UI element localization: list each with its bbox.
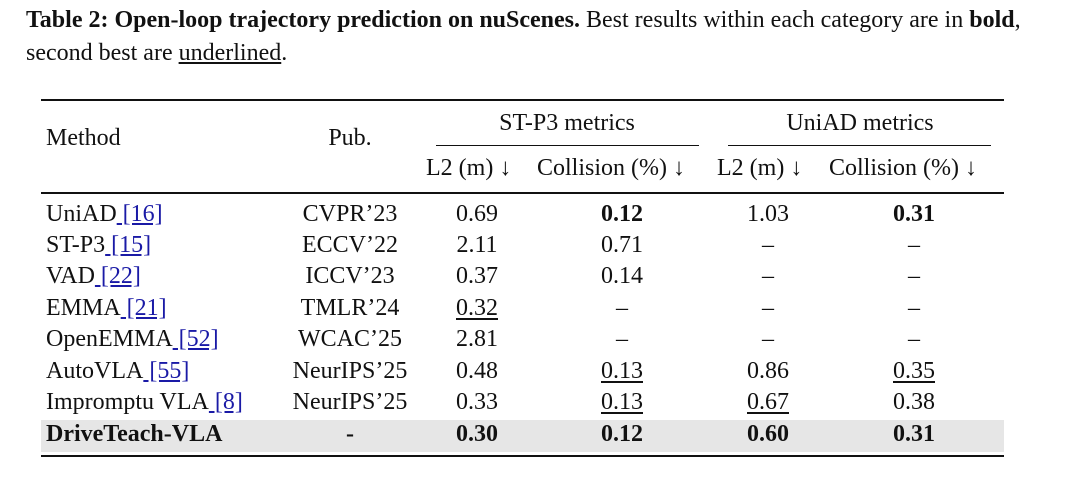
stp3-collision-value: 0.12 <box>601 201 643 227</box>
method-label: EMMA <box>46 295 121 321</box>
pub-venue: - <box>346 421 354 447</box>
uniad-l2-value: – <box>762 295 774 321</box>
table-bottom-rule <box>41 455 1004 457</box>
uniad-l2-value: 0.86 <box>747 358 789 384</box>
method-name: AutoVLA [55] <box>46 356 189 386</box>
caption-text-1: Best results within each category are in <box>580 7 970 33</box>
uniad-l2-value: 0.67 <box>747 389 789 415</box>
citation-link[interactable]: [52] <box>172 326 219 352</box>
method-name: VAD [22] <box>46 261 141 291</box>
method-name: DriveTeach-VLA <box>46 419 222 449</box>
method-label: VAD <box>46 263 95 289</box>
citation-link[interactable]: [15] <box>105 232 152 258</box>
method-label: UniAD <box>46 201 117 227</box>
stp3-collision-value: 0.13 <box>601 358 643 384</box>
method-name: ST-P3 [15] <box>46 230 151 260</box>
method-name: EMMA [21] <box>46 293 167 323</box>
citation-link[interactable]: [55] <box>143 358 190 384</box>
uniad-l2-value: 1.03 <box>747 201 789 227</box>
method-label: ST-P3 <box>46 232 106 258</box>
uniad-group-rule <box>728 145 991 146</box>
caption-bold-word: bold <box>969 7 1015 33</box>
uniad-collision-value: – <box>908 326 920 352</box>
header-uniad-l2: L2 (m) ↓ <box>717 155 803 181</box>
citation-link[interactable]: [8] <box>208 389 243 415</box>
header-pub: Pub. <box>328 125 372 151</box>
method-name: Impromptu VLA [8] <box>46 387 243 417</box>
highlighted-row-background <box>41 420 1004 452</box>
method-label: Impromptu VLA <box>46 389 209 415</box>
stp3-l2-value: 0.32 <box>456 295 498 321</box>
caption-label: Table 2: Open-loop trajectory prediction… <box>26 7 581 33</box>
header-method: Method <box>46 125 121 151</box>
table-top-rule <box>41 99 1004 101</box>
method-label: AutoVLA <box>46 358 144 384</box>
uniad-l2-value: 0.60 <box>747 421 789 447</box>
pub-venue: ICCV’23 <box>305 263 395 289</box>
table-caption: Table 2: Open-loop trajectory prediction… <box>26 4 1036 70</box>
stp3-l2-value: 0.37 <box>456 263 498 289</box>
caption-underlined-word: underlined <box>178 40 282 66</box>
citation-link[interactable]: [22] <box>94 263 141 289</box>
uniad-collision-value: – <box>908 263 920 289</box>
citation-link[interactable]: [21] <box>120 295 167 321</box>
table-header-rule <box>41 192 1004 194</box>
uniad-l2-value: – <box>762 263 774 289</box>
stp3-l2-value: 0.33 <box>456 389 498 415</box>
header-stp3-metrics: ST-P3 metrics <box>499 110 635 136</box>
stp3-group-rule <box>436 145 699 146</box>
header-stp3-l2: L2 (m) ↓ <box>426 155 512 181</box>
stp3-l2-value: 2.11 <box>456 232 498 258</box>
method-label: OpenEMMA <box>46 326 173 352</box>
stp3-l2-value: 0.30 <box>456 421 498 447</box>
pub-venue: CVPR’23 <box>302 201 398 227</box>
stp3-collision-value: – <box>616 295 628 321</box>
uniad-collision-value: – <box>908 232 920 258</box>
method-label: DriveTeach-VLA <box>46 421 223 447</box>
pub-venue: NeurIPS’25 <box>292 389 408 415</box>
pub-venue: WCAC’25 <box>298 326 402 352</box>
stp3-l2-value: 0.48 <box>456 358 498 384</box>
uniad-collision-value: 0.31 <box>893 201 935 227</box>
stp3-collision-value: 0.14 <box>601 263 643 289</box>
header-uniad-metrics: UniAD metrics <box>786 110 934 136</box>
method-name: UniAD [16] <box>46 199 163 229</box>
uniad-collision-value: 0.31 <box>893 421 935 447</box>
caption-text-2: , second best are <box>26 7 1021 66</box>
stp3-collision-value: 0.13 <box>601 389 643 415</box>
uniad-l2-value: – <box>762 326 774 352</box>
stp3-collision-value: 0.71 <box>601 232 643 258</box>
pub-venue: NeurIPS’25 <box>292 358 408 384</box>
uniad-l2-value: – <box>762 232 774 258</box>
uniad-collision-value: 0.35 <box>893 358 935 384</box>
stp3-l2-value: 0.69 <box>456 201 498 227</box>
stp3-collision-value: – <box>616 326 628 352</box>
pub-venue: ECCV’22 <box>302 232 398 258</box>
citation-link[interactable]: [16] <box>116 201 163 227</box>
header-stp3-collision: Collision (%) ↓ <box>537 155 685 181</box>
stp3-collision-value: 0.12 <box>601 421 643 447</box>
caption-text-3: . <box>281 40 288 66</box>
uniad-collision-value: – <box>908 295 920 321</box>
uniad-collision-value: 0.38 <box>893 389 935 415</box>
stp3-l2-value: 2.81 <box>456 326 498 352</box>
pub-venue: TMLR’24 <box>300 295 400 321</box>
method-name: OpenEMMA [52] <box>46 324 219 354</box>
header-uniad-collision: Collision (%) ↓ <box>829 155 977 181</box>
